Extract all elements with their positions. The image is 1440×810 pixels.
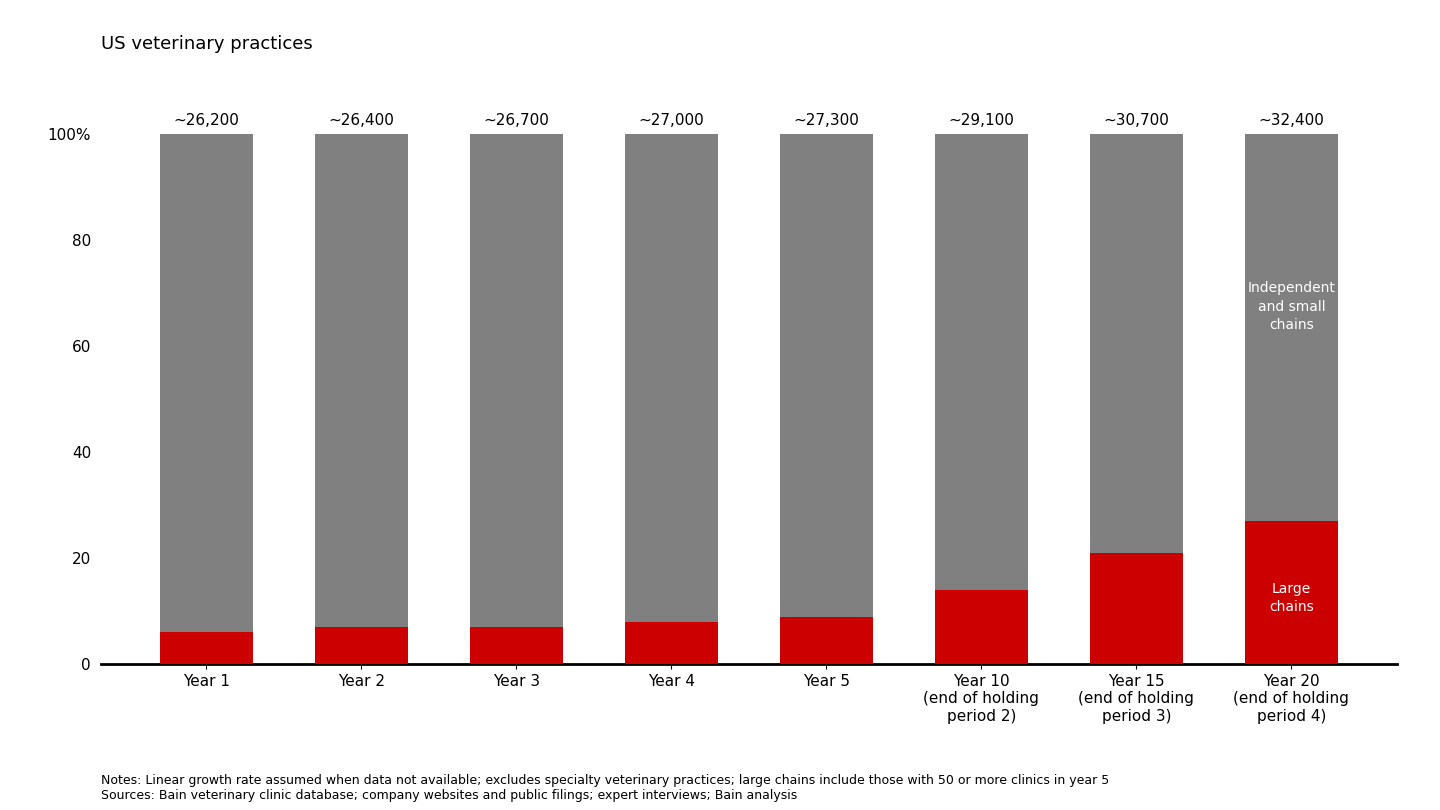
Text: ~26,200: ~26,200 bbox=[173, 113, 239, 128]
Text: Independent
and small
chains: Independent and small chains bbox=[1247, 281, 1335, 332]
Bar bbox=[469, 627, 563, 664]
Bar bbox=[160, 633, 253, 664]
Bar bbox=[780, 616, 873, 664]
Text: Large
chains: Large chains bbox=[1269, 582, 1313, 614]
Bar bbox=[1090, 553, 1182, 664]
Bar bbox=[315, 627, 408, 664]
Text: ~26,400: ~26,400 bbox=[328, 113, 395, 128]
Text: Notes: Linear growth rate assumed when data not available; excludes specialty ve: Notes: Linear growth rate assumed when d… bbox=[101, 774, 1109, 802]
Bar bbox=[935, 590, 1028, 664]
Bar bbox=[1244, 521, 1338, 664]
Bar bbox=[1090, 134, 1182, 553]
Text: ~27,000: ~27,000 bbox=[638, 113, 704, 128]
Text: ~26,700: ~26,700 bbox=[484, 113, 549, 128]
Bar bbox=[780, 134, 873, 616]
Text: ~27,300: ~27,300 bbox=[793, 113, 860, 128]
Text: ~32,400: ~32,400 bbox=[1259, 113, 1325, 128]
Bar bbox=[625, 622, 717, 664]
Bar bbox=[625, 134, 717, 622]
Bar bbox=[469, 134, 563, 627]
Text: ~29,100: ~29,100 bbox=[949, 113, 1014, 128]
Bar bbox=[935, 134, 1028, 590]
Bar bbox=[1244, 134, 1338, 521]
Bar bbox=[160, 134, 253, 633]
Bar bbox=[315, 134, 408, 627]
Text: US veterinary practices: US veterinary practices bbox=[101, 35, 312, 53]
Text: ~30,700: ~30,700 bbox=[1103, 113, 1169, 128]
